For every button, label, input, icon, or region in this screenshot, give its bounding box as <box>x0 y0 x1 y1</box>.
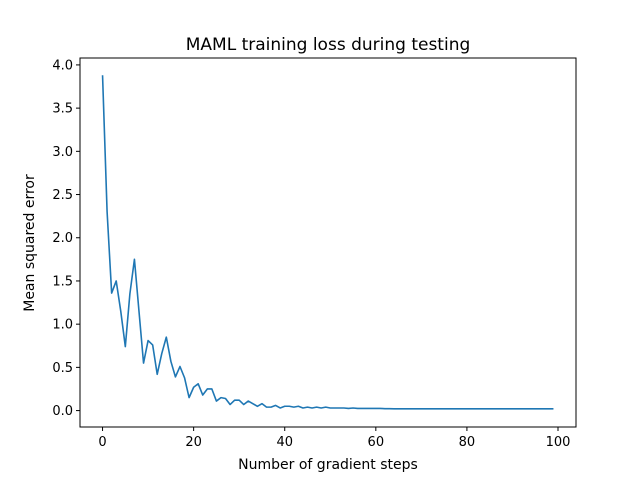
y-tick-label: 3.0 <box>52 145 73 160</box>
x-tick-label: 80 <box>459 435 476 450</box>
axes-frame <box>79 57 577 428</box>
y-tick-label: 4.0 <box>52 58 73 73</box>
x-axis-label: Number of gradient steps <box>238 457 418 473</box>
x-tick-label: 0 <box>98 435 106 450</box>
y-tick-label: 1.5 <box>52 274 73 289</box>
y-axis-label: Mean squared error <box>22 174 38 312</box>
y-tick-label: 1.0 <box>52 318 73 333</box>
x-tick-label: 100 <box>546 435 571 450</box>
series-line-0 <box>101 75 554 410</box>
y-tick-label: 3.5 <box>52 102 73 117</box>
y-tick-label: 2.5 <box>52 188 73 203</box>
y-tick-label: 2.0 <box>52 231 73 246</box>
x-tick-label: 60 <box>368 435 385 450</box>
x-tick-label: 40 <box>276 435 293 450</box>
y-tick-label: 0.5 <box>52 361 73 376</box>
plot-area: 0 20 40 60 80 100 0.0 0.5 1.0 1.5 2.0 2.5 3.0 3.5 4.0 <box>52 57 577 450</box>
chart-title: MAML training loss during testing <box>186 35 471 55</box>
y-tick-label: 0.0 <box>52 404 73 419</box>
x-tick-label: 20 <box>185 435 202 450</box>
